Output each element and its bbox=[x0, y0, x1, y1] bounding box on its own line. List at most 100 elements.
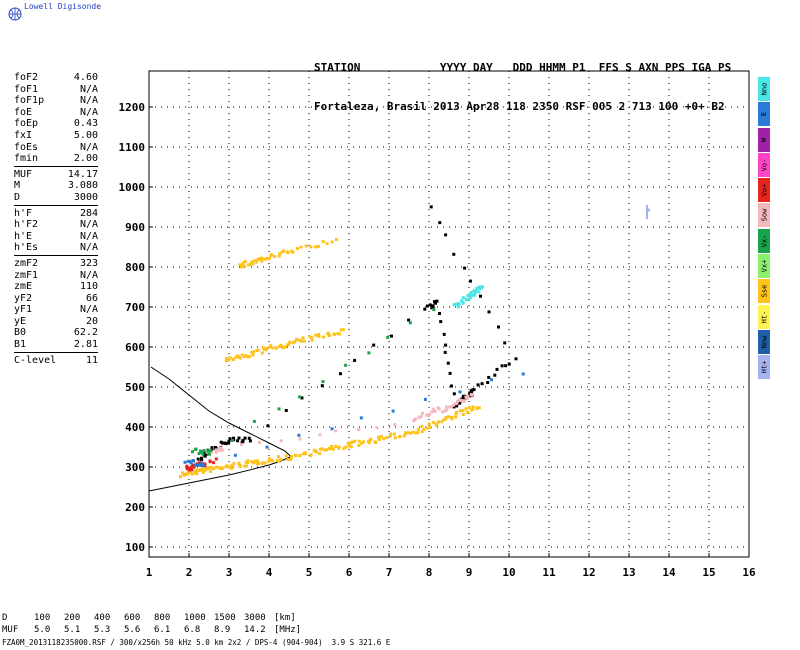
data-point bbox=[203, 450, 207, 454]
data-point bbox=[274, 346, 278, 350]
x-tick-label: 2 bbox=[186, 566, 193, 579]
data-point bbox=[236, 439, 240, 443]
data-point bbox=[433, 300, 437, 304]
data-point bbox=[464, 407, 468, 411]
y-tick-label: 200 bbox=[125, 501, 145, 514]
data-point bbox=[207, 452, 211, 456]
data-point bbox=[367, 441, 371, 445]
data-point bbox=[315, 450, 318, 454]
data-point bbox=[310, 338, 314, 342]
legend-item: Sse bbox=[758, 279, 770, 304]
data-point bbox=[367, 351, 371, 355]
param-label: h'E bbox=[14, 230, 33, 242]
param-row: foEs N/A bbox=[14, 142, 98, 154]
data-point bbox=[208, 460, 212, 464]
data-point bbox=[495, 367, 499, 371]
param-row: zmF1 N/A bbox=[14, 270, 98, 282]
data-point bbox=[334, 444, 338, 448]
data-point bbox=[443, 409, 447, 413]
data-point bbox=[338, 332, 341, 336]
data-point bbox=[284, 409, 288, 412]
table-cell: 6.8 bbox=[184, 625, 201, 635]
x-tick-label: 3 bbox=[226, 566, 233, 579]
data-point bbox=[477, 290, 481, 294]
data-point bbox=[452, 303, 456, 307]
data-point bbox=[466, 410, 469, 414]
y-tick-label: 600 bbox=[125, 341, 145, 354]
data-point bbox=[188, 470, 192, 474]
data-point bbox=[402, 434, 406, 438]
data-point bbox=[456, 302, 460, 305]
table-row: D 100 200 400 600 800 1000 1500 3000 [km] bbox=[2, 612, 301, 624]
data-point bbox=[277, 407, 281, 411]
data-point bbox=[250, 460, 254, 464]
data-point bbox=[231, 439, 234, 442]
data-point bbox=[425, 304, 429, 308]
data-point bbox=[375, 426, 379, 430]
data-point bbox=[480, 382, 484, 386]
param-row: D 3000 bbox=[14, 192, 98, 204]
data-point bbox=[647, 208, 650, 212]
data-point bbox=[275, 458, 279, 462]
data-point bbox=[247, 436, 251, 440]
data-point bbox=[476, 383, 480, 387]
data-point bbox=[382, 437, 386, 441]
data-point bbox=[237, 355, 240, 359]
data-point bbox=[445, 407, 449, 411]
electron-density-profile bbox=[148, 366, 292, 492]
data-point bbox=[477, 406, 481, 410]
data-point bbox=[246, 263, 250, 267]
panel-separator bbox=[14, 204, 98, 206]
data-point bbox=[420, 430, 424, 433]
data-point bbox=[212, 467, 216, 471]
data-point bbox=[447, 415, 451, 419]
data-point bbox=[353, 358, 357, 362]
data-point bbox=[199, 464, 203, 467]
color-legend: Nno E W Vo- Vo+ Sow Vx- Vx+ Sse Ht- Nnw Ht+ bbox=[758, 77, 770, 381]
table-cell: 400 bbox=[94, 613, 111, 623]
data-point bbox=[469, 291, 473, 294]
legend-label: W bbox=[760, 137, 768, 142]
data-point bbox=[472, 388, 476, 392]
param-value: 62.2 bbox=[73, 327, 98, 339]
plot-frame bbox=[148, 70, 750, 558]
legend-label: Nno bbox=[760, 82, 768, 96]
app-title: Lowell Digisonde bbox=[24, 2, 102, 11]
data-point bbox=[460, 299, 464, 303]
data-point bbox=[309, 453, 313, 457]
data-point bbox=[286, 458, 290, 461]
data-point bbox=[246, 459, 250, 463]
table-cell: 800 bbox=[154, 613, 171, 623]
data-point bbox=[418, 415, 421, 419]
y-tick-label: 700 bbox=[125, 301, 145, 314]
param-value: 2.00 bbox=[73, 153, 98, 165]
panel-separator bbox=[14, 351, 98, 353]
param-row: foF2 4.60 bbox=[14, 72, 98, 84]
data-point bbox=[334, 429, 338, 433]
param-label: yF1 bbox=[14, 304, 33, 316]
data-point bbox=[393, 436, 397, 440]
data-point bbox=[407, 431, 410, 435]
data-point bbox=[186, 459, 190, 463]
param-label: zmF1 bbox=[14, 269, 39, 281]
data-point bbox=[234, 355, 238, 359]
data-point bbox=[269, 344, 273, 348]
data-point bbox=[438, 312, 441, 315]
data-point bbox=[260, 259, 264, 263]
param-label: fxI bbox=[14, 129, 33, 141]
data-point bbox=[428, 413, 432, 416]
data-point bbox=[434, 301, 437, 305]
data-point bbox=[467, 406, 471, 410]
legend-item: Vx- bbox=[758, 228, 770, 253]
data-point bbox=[242, 355, 246, 358]
data-point bbox=[342, 447, 346, 451]
data-point bbox=[232, 462, 236, 465]
data-point bbox=[425, 413, 429, 417]
data-point bbox=[452, 252, 456, 256]
data-point bbox=[437, 420, 441, 424]
data-point bbox=[228, 356, 232, 360]
data-point bbox=[475, 287, 479, 290]
data-point bbox=[443, 350, 447, 354]
x-tick-label: 8 bbox=[426, 566, 433, 579]
data-point bbox=[194, 463, 198, 467]
